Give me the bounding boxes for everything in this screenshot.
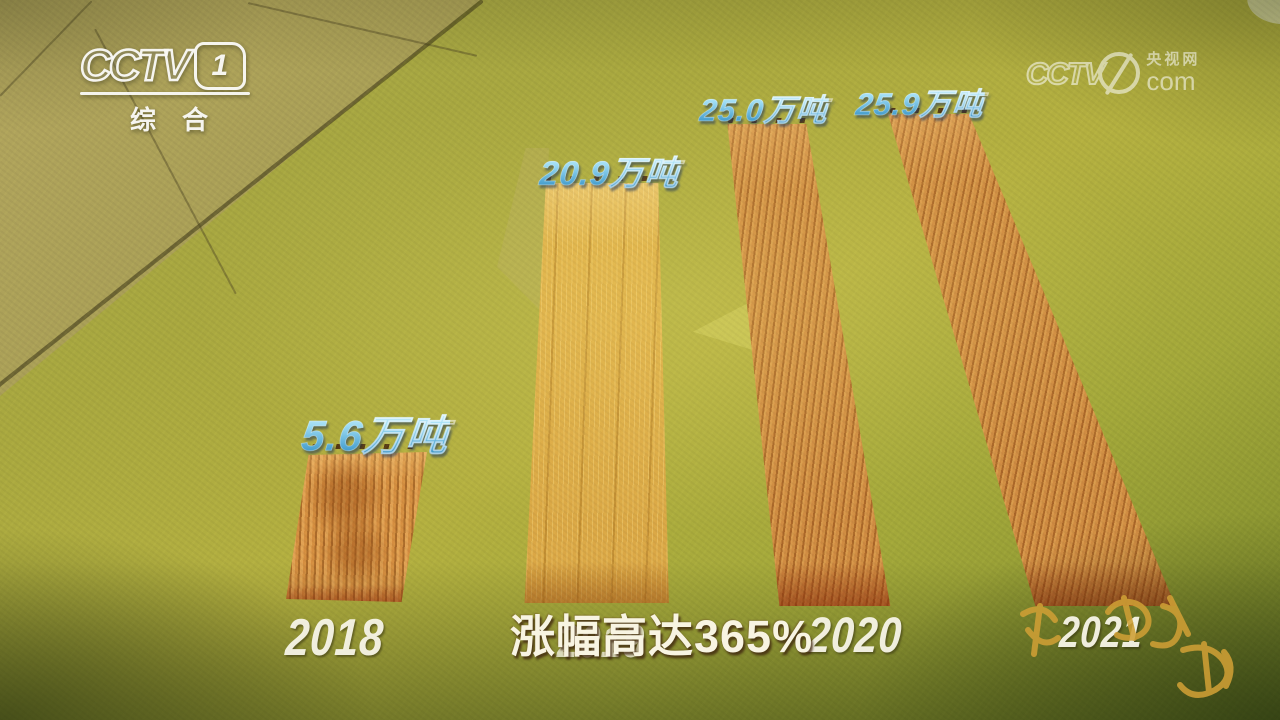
bar-2021 — [887, 114, 1176, 606]
watermark-site-name: 央视网 — [1146, 51, 1201, 68]
cctv-logo-text: CCTV — [79, 41, 192, 90]
value-label-2018: 5.6万吨 — [299, 402, 453, 463]
golden-calligraphy-watermark — [1020, 595, 1234, 698]
corner-highlight — [1244, 0, 1280, 25]
growth-annotation: 涨幅高达365% — [510, 611, 814, 662]
value-label-2020: 25.0万吨 — [698, 85, 831, 130]
watermark-domain: com — [1146, 66, 1196, 96]
watermark-circle-icon — [1098, 52, 1141, 96]
year-label-2018: 2018 — [284, 609, 386, 667]
channel-number-badge: 1 — [193, 42, 246, 90]
bar-2018 — [286, 452, 427, 602]
value-label-2021: 25.9万吨 — [854, 79, 987, 124]
channel-name-label: 综合 — [129, 105, 234, 135]
watermark-cctv-text: CCTV — [1025, 55, 1105, 91]
bar-2020 — [727, 124, 891, 606]
bar-2019 — [524, 183, 669, 603]
channel-bug: CCTV 1 综合 — [79, 41, 258, 137]
watermark-swoosh-icon — [1104, 52, 1134, 96]
channel-bug-underline — [80, 92, 250, 95]
year-label-2020: 2020 — [806, 607, 904, 663]
value-label-2019: 20.9万吨 — [537, 146, 682, 195]
site-watermark: CCTV 央视网 com — [1025, 51, 1201, 96]
